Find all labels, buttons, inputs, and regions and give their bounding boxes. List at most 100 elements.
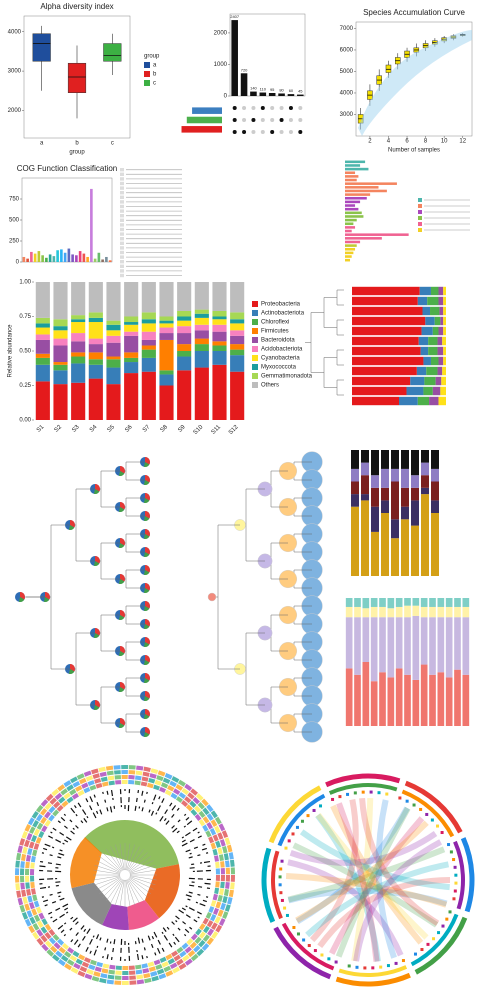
- decoration: [96, 945, 99, 949]
- bar-segment: [88, 317, 103, 323]
- decoration: [149, 773, 157, 779]
- decoration: [73, 939, 79, 945]
- decoration: [144, 977, 152, 984]
- y-tick-label: 1000: [214, 62, 228, 68]
- bar-segment: [462, 617, 470, 675]
- decoration: [77, 802, 82, 808]
- decoration: [157, 939, 161, 945]
- bar-segment: [445, 677, 453, 726]
- decoration: [309, 798, 359, 943]
- decoration: [120, 237, 124, 241]
- decoration: [83, 787, 91, 794]
- y-tick-label: 3000: [8, 69, 22, 75]
- decoration: [21, 853, 27, 861]
- bar: [48, 254, 52, 262]
- decoration: [145, 457, 150, 465]
- decoration: [313, 949, 317, 953]
- bar-segment: [423, 386, 433, 396]
- decoration: [91, 768, 99, 775]
- bar-segment: [53, 370, 68, 385]
- y-tick-label: 0: [224, 94, 228, 100]
- bar-segment: [421, 475, 429, 488]
- decoration: [120, 204, 124, 209]
- bar-segment: [454, 617, 461, 670]
- decoration: [187, 792, 195, 800]
- bar-segment: [445, 598, 453, 607]
- decoration: [251, 106, 256, 110]
- decoration: [156, 968, 165, 975]
- bar-segment: [194, 330, 209, 339]
- decoration: [430, 818, 434, 822]
- bar-segment: [411, 450, 419, 476]
- decoration: [89, 784, 97, 791]
- decoration: [183, 813, 187, 817]
- decoration: [29, 826, 36, 834]
- bar: [345, 244, 357, 247]
- decoration: [281, 922, 335, 971]
- decoration: [160, 782, 169, 789]
- decoration: [315, 813, 429, 940]
- decoration: [110, 789, 114, 797]
- decoration: [198, 810, 206, 819]
- bar: [345, 189, 387, 193]
- decoration: [120, 610, 125, 618]
- decoration: [318, 297, 331, 328]
- decoration: [211, 931, 219, 940]
- bar-segment: [462, 598, 470, 607]
- legend-label: Acidobacteriota: [261, 347, 303, 353]
- decoration: [181, 907, 186, 911]
- bar-segment: [88, 364, 103, 379]
- decoration: [78, 954, 86, 961]
- decoration: [298, 130, 303, 134]
- bar-segment: [124, 322, 139, 325]
- bar-segment: [437, 336, 443, 346]
- bar-segment: [230, 312, 245, 320]
- decoration: [198, 819, 206, 827]
- bar: [345, 167, 369, 171]
- decoration: [60, 817, 66, 822]
- bar-segment: [177, 344, 192, 351]
- legend-swatch: [252, 319, 258, 325]
- decoration: [61, 943, 69, 950]
- bar-segment: [106, 367, 121, 385]
- decoration: [319, 804, 323, 808]
- decoration: [151, 801, 154, 805]
- decoration: [57, 820, 61, 824]
- bar: [82, 253, 86, 262]
- decoration: [89, 796, 94, 803]
- decoration: [224, 837, 231, 846]
- bar: [268, 93, 276, 96]
- decoration: [100, 973, 108, 979]
- decoration: [232, 106, 237, 110]
- bar: [101, 259, 104, 262]
- legend-label: Chloroflexi: [261, 320, 289, 326]
- decoration: [93, 869, 121, 875]
- decoration: [29, 916, 36, 925]
- decoration: [64, 922, 67, 925]
- bar-segment: [159, 333, 174, 340]
- decoration: [141, 963, 148, 969]
- bar-segment: [440, 386, 446, 396]
- decoration: [242, 106, 247, 110]
- decoration: [73, 962, 81, 970]
- bar-segment: [106, 282, 121, 321]
- decoration: [44, 819, 52, 827]
- decoration: [305, 861, 450, 938]
- decoration: [298, 118, 303, 122]
- decoration: [127, 878, 144, 902]
- bar: [345, 171, 356, 175]
- bar-segment: [194, 338, 209, 345]
- decoration: [215, 881, 220, 888]
- decoration: [69, 525, 75, 530]
- bar-segment: [212, 324, 227, 332]
- decoration: [202, 807, 210, 816]
- decoration: [44, 802, 52, 811]
- bar: [345, 215, 364, 218]
- decoration: [88, 964, 96, 971]
- chart-title: Alpha diversity index: [40, 2, 113, 11]
- decoration: [210, 914, 217, 922]
- decoration: [230, 882, 235, 890]
- bar-segment: [194, 367, 209, 420]
- decoration: [460, 837, 475, 913]
